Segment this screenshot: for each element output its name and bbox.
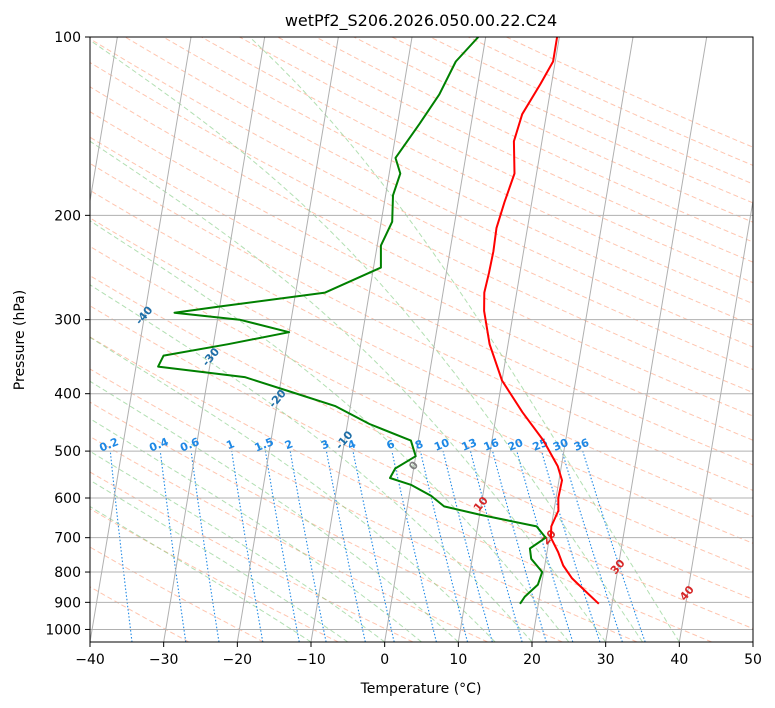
isotherm-label: -60	[0, 220, 22, 244]
mixing-ratio-label: 10	[432, 436, 451, 454]
mixing-ratio-line	[516, 450, 574, 642]
isotherm-line	[678, 197, 753, 642]
dry-adiabat-line	[90, 86, 753, 417]
mixing-ratio-label: 25	[531, 436, 550, 454]
y-tick-label: 900	[54, 595, 81, 611]
moist-adiabat-line	[90, 336, 496, 642]
mixing-ratio-line	[540, 450, 601, 642]
isotherm-line	[605, 37, 708, 642]
y-tick-label: 1000	[45, 622, 81, 638]
background-lines	[90, 37, 753, 642]
y-tick-label: 100	[54, 30, 81, 46]
y-tick-label: 400	[54, 387, 81, 403]
dry-adiabat-line	[90, 546, 264, 642]
plot-frame	[89, 36, 754, 643]
dry-adiabat-line	[124, 37, 753, 348]
x-tick-label: −10	[296, 652, 326, 668]
dry-adiabat-line	[90, 111, 753, 441]
dry-adiabat-line	[90, 162, 753, 491]
mixing-ratio-line	[419, 450, 469, 642]
dry-adiabat-line	[90, 245, 753, 572]
mixing-ratio-line	[469, 450, 523, 642]
mixing-ratio-line	[582, 450, 646, 642]
dry-adiabat-line	[90, 38, 753, 371]
isotherm-line	[457, 37, 560, 642]
x-tick-label: 20	[523, 652, 541, 668]
moist-adiabat-line	[90, 220, 570, 642]
y-tick-label: 700	[54, 531, 81, 547]
moist-adiabat-line	[249, 37, 680, 642]
x-tick-label: 0	[380, 652, 389, 668]
mixing-ratio-label: 2	[283, 437, 295, 452]
moist-adiabat-line	[90, 418, 422, 642]
isotherm-line	[90, 37, 192, 642]
x-tick-label: 50	[744, 652, 762, 668]
mixing-ratio-label: 3	[319, 437, 331, 452]
mixing-ratio-label: 36	[572, 436, 591, 454]
moist-adiabat-line	[90, 140, 607, 642]
x-tick-label: −20	[223, 652, 253, 668]
isotherm-line	[531, 37, 634, 642]
moist-adiabat-line	[90, 479, 349, 642]
isotherm-label: -50	[66, 262, 89, 286]
moist-adiabat-line	[90, 39, 643, 642]
axis-ticks: −40 −30 −20 −10 0 10 20 30 40 50 100 200 300 400 500 60…	[45, 30, 762, 668]
mixing-ratio-line	[352, 450, 395, 642]
isotherm-line	[236, 37, 339, 642]
y-tick-label: 300	[54, 313, 81, 329]
dewpoint-profile-line	[157, 37, 547, 605]
mixing-ratio-label: 20	[506, 436, 525, 454]
dry-adiabat-line	[90, 368, 638, 642]
mixing-ratio-label: 1	[224, 437, 236, 452]
y-tick-label: 600	[54, 491, 81, 507]
x-tick-label: −30	[149, 652, 179, 668]
x-tick-label: −40	[75, 652, 105, 668]
dry-adiabat-line	[90, 401, 563, 642]
isotherm-line	[310, 37, 413, 642]
dry-adiabat-line	[90, 189, 753, 518]
dry-adiabat-line	[90, 217, 753, 544]
x-tick-label: 10	[449, 652, 467, 668]
plot-background	[90, 37, 753, 642]
dry-adiabat-line	[90, 435, 488, 642]
x-tick-label: 30	[597, 652, 615, 668]
profile-lines	[157, 37, 600, 605]
mixing-ratio-label: 30	[551, 436, 570, 454]
chart-title: wetPf2_S206.2026.050.00.22.C24	[285, 11, 557, 31]
mixing-ratio-line	[391, 450, 437, 642]
dry-adiabat-line	[90, 336, 712, 642]
x-tick-label: 40	[670, 652, 688, 668]
dry-adiabat-line	[90, 305, 753, 630]
mixing-ratio-line	[561, 450, 623, 642]
isotherm-line	[752, 638, 753, 642]
mixing-ratio-line	[325, 450, 366, 642]
y-axis-label: Pressure (hPa)	[12, 290, 28, 390]
dry-adiabat-line	[90, 61, 753, 394]
temperature-profile-line	[483, 37, 600, 605]
moist-adiabat-line	[90, 450, 386, 642]
mixing-ratio-line	[492, 450, 547, 642]
isotherm-line	[90, 37, 118, 204]
isotherm-line	[163, 37, 266, 642]
moist-adiabat-line	[90, 284, 533, 642]
isotherm-line	[384, 37, 487, 642]
mixing-ratio-label: 8	[413, 437, 425, 452]
mixing-ratio-label: 16	[482, 436, 501, 454]
mixing-ratio-label: 13	[460, 436, 479, 454]
dry-adiabat-line	[90, 275, 753, 600]
y-tick-label: 200	[54, 208, 81, 224]
x-axis-label: Temperature (°C)	[360, 681, 482, 697]
y-tick-label: 500	[54, 444, 81, 460]
y-tick-label: 800	[54, 565, 81, 581]
